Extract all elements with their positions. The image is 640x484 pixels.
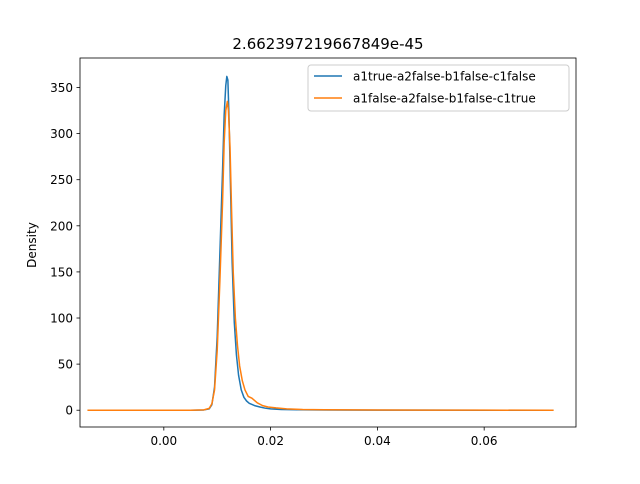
x-tick-label: 0.00 (150, 434, 177, 448)
series-line-2 (87, 100, 554, 411)
legend-box (307, 64, 570, 112)
y-tick-label: 300 (50, 127, 73, 141)
y-tick-label: 150 (50, 265, 73, 279)
legend-label-2: a1false-a2false-b1false-c1true (353, 92, 536, 106)
x-tick-label: 0.02 (257, 434, 284, 448)
y-tick-label: 0 (65, 404, 73, 418)
axes-frame (79, 57, 577, 428)
y-tick-label: 250 (50, 173, 73, 187)
x-tick-label: 0.06 (471, 434, 498, 448)
y-tick-label: 100 (50, 312, 73, 326)
chart-title: 2.662397219667849e-45 (232, 35, 423, 53)
y-axis-label: Density (25, 222, 39, 268)
legend-label-1: a1true-a2false-b1false-c1false (353, 70, 536, 84)
x-tick-label: 0.04 (364, 434, 391, 448)
y-tick-label: 200 (50, 219, 73, 233)
y-tick-label: 350 (50, 81, 73, 95)
plot-area: 0.00 0.02 0.04 0.06 0 50 100 150 200 250 300 350 a1t… (50, 57, 577, 448)
y-tick-label: 50 (58, 358, 73, 372)
